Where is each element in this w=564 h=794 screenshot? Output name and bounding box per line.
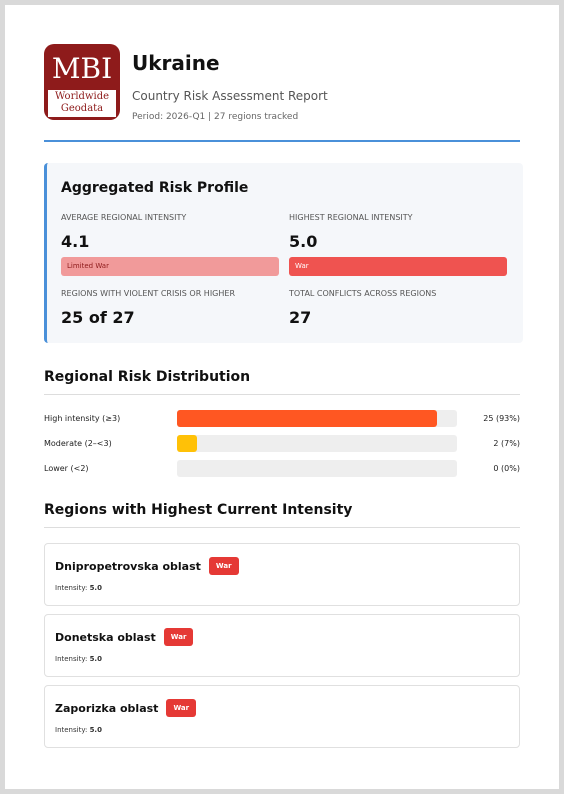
heading: Regional Risk Distribution [44, 369, 251, 385]
meta: Period: 2026-Q1 | 27 regions tracked [132, 112, 299, 122]
dist-value: 2 (7%) [493, 439, 520, 448]
intensity-label: Intensity: [55, 584, 88, 592]
stat-value: 4.1 [61, 232, 90, 251]
heading: Regions with Highest Current Intensity [44, 502, 353, 518]
bar [177, 410, 438, 427]
rule [44, 394, 520, 395]
risk-tag: Limited War [61, 257, 279, 276]
region-card: Donetska oblast War Intensity: 5.0 [44, 614, 520, 677]
rule [44, 527, 520, 528]
bar-track [177, 460, 457, 477]
stat-label: REGIONS WITH VIOLENT CRISIS OR HIGHER [61, 289, 236, 298]
stat-label: TOTAL CONFLICTS ACROSS REGIONS [289, 289, 437, 298]
bar-track [177, 410, 457, 427]
region-card: Zaporizka oblast War Intensity: 5.0 [44, 685, 520, 748]
region-name: Zaporizka oblast [55, 701, 159, 715]
title: Ukraine [132, 51, 220, 75]
region-intensity: Intensity: 5.0 [55, 655, 102, 663]
page: MBI Worldwide Geodata Ukraine Country Ris… [5, 5, 559, 789]
region-intensity: Intensity: 5.0 [55, 584, 102, 592]
regions-title: Regions with Highest Current Intensity [44, 502, 352, 518]
header-rule [44, 140, 520, 142]
region-card: Dnipropetrovska oblast War Intensity: 5.0 [44, 543, 520, 606]
logo: MBI Worldwide Geodata [44, 44, 120, 120]
stat-value: 25 of 27 [61, 308, 135, 327]
dist-value: 0 (0%) [493, 464, 520, 473]
region-head: Dnipropetrovska oblast War [55, 557, 239, 575]
dist-value: 25 (93%) [483, 414, 520, 423]
intensity-label: Intensity: [55, 655, 88, 663]
distribution-title: Regional Risk Distribution [44, 369, 250, 385]
region-tag: War [163, 628, 194, 646]
region-intensity: Intensity: 5.0 [55, 726, 102, 734]
region-tag: War [166, 699, 197, 717]
subtitle: Country Risk Assessment Report [132, 89, 328, 103]
logo-sub1: Worldwide [54, 91, 110, 102]
bar [177, 435, 197, 452]
profile-title: Aggregated Risk Profile [61, 180, 249, 196]
bar-track [177, 435, 457, 452]
region-name: Dnipropetrovska oblast [55, 559, 201, 573]
stat-value: 27 [289, 308, 312, 327]
stat-label: AVERAGE REGIONAL INTENSITY [61, 213, 187, 222]
stat-label: HIGHEST REGIONAL INTENSITY [289, 213, 413, 222]
logo-text: MBI [51, 52, 113, 85]
stat-value: 5.0 [289, 232, 318, 251]
logo-sub2: Geodata [60, 103, 104, 114]
intensity-value: 5.0 [89, 584, 102, 592]
region-head: Donetska oblast War [55, 628, 194, 646]
intensity-value: 5.0 [89, 726, 102, 734]
intensity-value: 5.0 [89, 655, 102, 663]
region-head: Zaporizka oblast War [55, 699, 197, 717]
dist-name: Lower (<2) [44, 464, 89, 473]
region-name: Donetska oblast [55, 630, 156, 644]
logo-sub: Worldwide Geodata [48, 90, 116, 117]
dist-name: Moderate (2–<3) [44, 439, 112, 448]
risk-tag: War [289, 257, 507, 276]
dist-name: High intensity (≥3) [44, 414, 121, 423]
profile-card: Aggregated Risk Profile AVERAGE REGIONAL… [44, 163, 523, 343]
intensity-label: Intensity: [55, 726, 88, 734]
region-tag: War [208, 557, 239, 575]
